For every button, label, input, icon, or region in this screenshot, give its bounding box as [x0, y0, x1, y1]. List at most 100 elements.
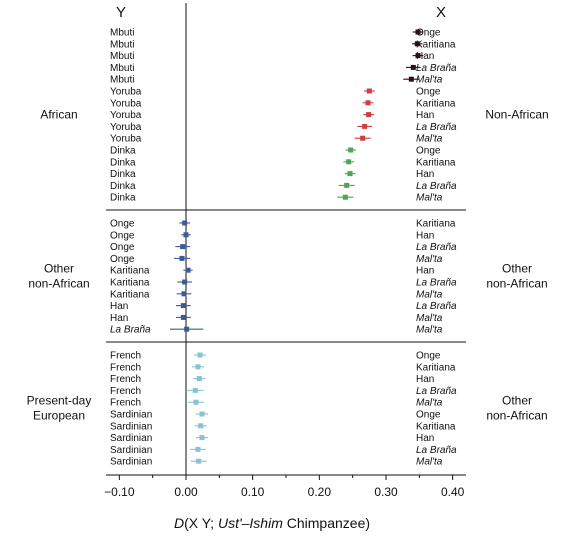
y-population-label: French [110, 386, 141, 397]
y-population-label: Mbuti [110, 28, 134, 39]
data-point [408, 76, 414, 82]
x-population-label: Karitiana [416, 98, 456, 109]
data-point [344, 182, 350, 188]
y-population-label: La Braña [110, 325, 151, 336]
panel-frames [106, 3, 466, 476]
x-population-label: Han [416, 433, 434, 444]
y-population-label: Karitiana [110, 278, 150, 289]
data-point [414, 41, 420, 47]
data-point [366, 112, 372, 118]
x-population-label: Mal'ta [416, 313, 443, 324]
x-tick-label: 0.00 [174, 485, 198, 499]
y-population-label: Sardinian [110, 457, 152, 468]
y-population-label: Sardinian [110, 410, 152, 421]
data-point [415, 29, 421, 35]
data-point [199, 411, 205, 417]
y-group-label: African [40, 108, 77, 122]
y-population-labels: MbutiMbutiMbutiMbutiMbutiYorubaYorubaYor… [110, 28, 152, 468]
y-population-label: Onge [110, 254, 135, 265]
x-group-label: Other non-African [486, 394, 547, 423]
data-point [199, 435, 205, 441]
x-population-label: Onge [416, 351, 441, 362]
x-axis-label-close: Chimpanzee) [283, 515, 370, 531]
y-population-label: French [110, 374, 141, 385]
data-point [342, 194, 348, 200]
x-tick-label: 0.30 [374, 485, 398, 499]
x-population-label: Karitiana [416, 421, 456, 432]
data-point [197, 352, 203, 358]
data-point [362, 123, 368, 129]
data-point [183, 232, 189, 238]
data-point [347, 171, 353, 177]
data-point [198, 423, 204, 429]
x-axis-label: D(X Y; Ust'–Ishim Chimpanzee) [174, 515, 370, 531]
y-population-label: Onge [110, 230, 135, 241]
y-population-label: Dinka [110, 193, 136, 204]
x-population-label: Karitiana [416, 362, 456, 373]
y-population-label: Sardinian [110, 433, 152, 444]
data-point [346, 159, 352, 165]
x-axis-label-prefix: D [174, 515, 184, 531]
y-population-label: Mbuti [110, 39, 134, 50]
x-population-label: Mal'ta [416, 398, 443, 409]
data-point [182, 279, 188, 285]
y-population-label: Yoruba [110, 87, 142, 98]
x-population-label: La Braña [416, 122, 457, 133]
x-population-label: Han [416, 374, 434, 385]
x-tick-label: −0.10 [104, 485, 135, 499]
data-point [348, 147, 354, 153]
y-population-label: Onge [110, 219, 135, 230]
data-point [415, 53, 421, 59]
y-population-label: Yoruba [110, 110, 142, 121]
data-point [196, 376, 202, 382]
y-population-label: Mbuti [110, 63, 134, 74]
y-population-label: Han [110, 313, 128, 324]
data-point [195, 364, 201, 370]
data-point [193, 399, 199, 405]
y-population-label: Sardinian [110, 445, 152, 456]
x-population-label: Mal'ta [416, 254, 443, 265]
data-point [196, 458, 202, 464]
x-axis-label-italic: Ust'–Ishim [218, 515, 283, 531]
y-population-label: Karitiana [110, 266, 150, 277]
data-point [410, 64, 416, 70]
x-population-label: Mal'ta [416, 457, 443, 468]
data-point [180, 244, 186, 250]
y-population-label: French [110, 351, 141, 362]
x-population-label: Mal'ta [416, 75, 443, 86]
y-population-label: Karitiana [110, 289, 150, 300]
data-point [366, 88, 372, 94]
x-population-label: Onge [416, 146, 441, 157]
x-population-label: Mal'ta [416, 289, 443, 300]
x-population-label: Han [416, 110, 434, 121]
data-point [181, 291, 187, 297]
x-population-label: Karitiana [416, 157, 456, 168]
x-population-label: Mal'ta [416, 325, 443, 336]
x-population-label: Han [416, 169, 434, 180]
x-population-label: La Braña [416, 63, 457, 74]
y-population-label: Dinka [110, 157, 136, 168]
x-axis-label-open: (X Y; [184, 515, 218, 531]
y-column-header: Y [116, 4, 126, 21]
y-group-label: Present-day European [27, 394, 92, 423]
x-tick-label: 0.20 [308, 485, 332, 499]
data-point [180, 314, 186, 320]
data-point [180, 303, 186, 309]
group-labels: African Non-African Other non-African Other n… [27, 108, 549, 423]
data-point [192, 387, 198, 393]
y-population-label: Dinka [110, 146, 136, 157]
x-tick-label: 0.40 [441, 485, 465, 499]
x-population-label: La Braña [416, 242, 457, 253]
y-population-label: Mbuti [110, 75, 134, 86]
y-population-label: French [110, 398, 141, 409]
y-population-label: Onge [110, 242, 135, 253]
data-point [185, 267, 191, 273]
x-population-label: La Braña [416, 278, 457, 289]
x-population-label: Onge [416, 28, 441, 39]
x-population-label: La Braña [416, 301, 457, 312]
y-population-label: Mbuti [110, 51, 134, 62]
data-points [170, 29, 424, 464]
x-group-label: Non-African [485, 108, 548, 122]
x-population-label: La Braña [416, 181, 457, 192]
